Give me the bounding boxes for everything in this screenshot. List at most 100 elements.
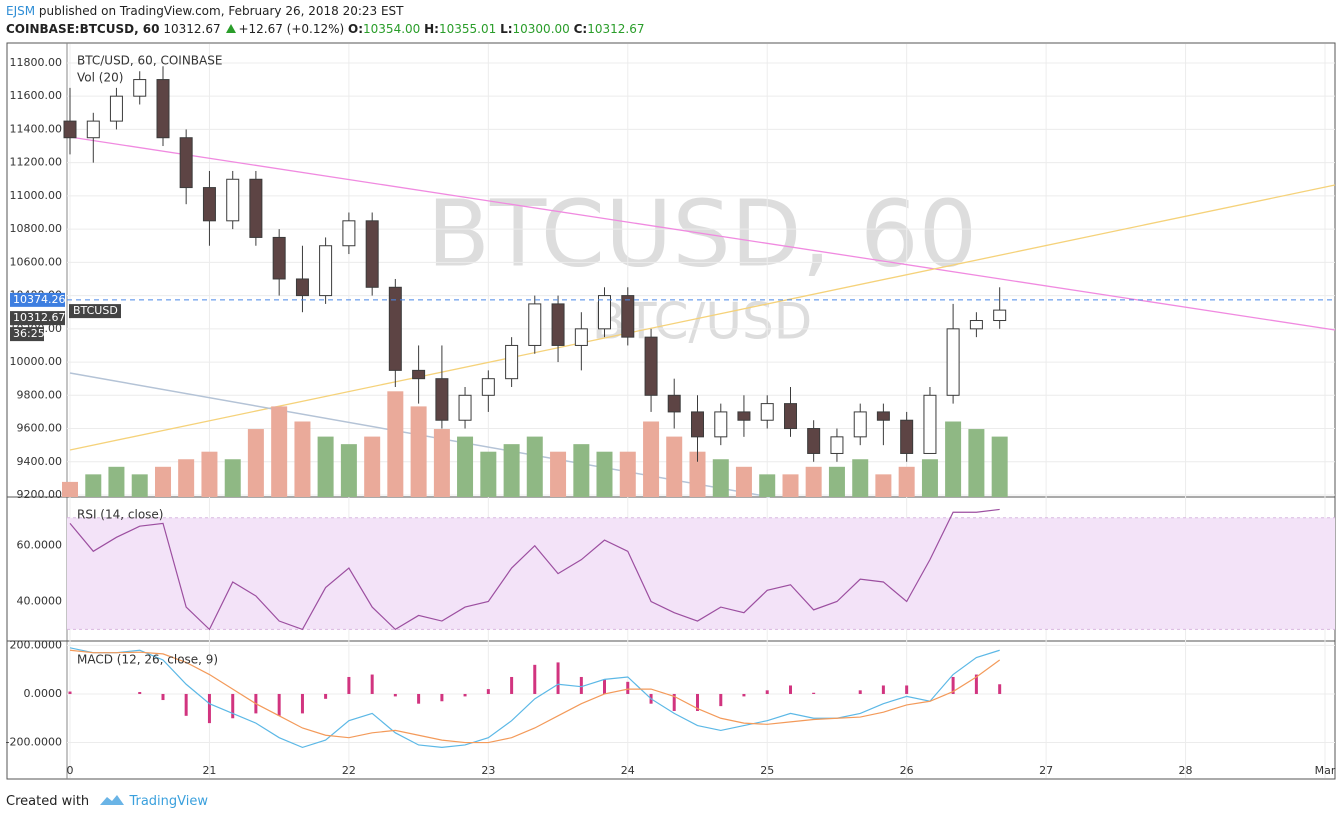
candle-body xyxy=(597,295,611,330)
h-label: H: xyxy=(424,22,439,36)
candle-body xyxy=(876,411,890,421)
o-label: O: xyxy=(348,22,364,36)
open: 10354.00 xyxy=(363,22,421,36)
volume-bar xyxy=(503,444,520,497)
volume-bar xyxy=(805,466,822,497)
candle-body xyxy=(133,79,147,97)
x-tick-label: 0 xyxy=(67,764,74,777)
volume-bar xyxy=(62,481,78,497)
candle-body xyxy=(993,309,1007,322)
footer: Created with TradingView xyxy=(6,791,208,809)
candle-body xyxy=(853,411,867,438)
candle-body xyxy=(156,79,170,139)
close: 10312.67 xyxy=(587,22,645,36)
countdown-text: 36:25 xyxy=(13,327,45,340)
x-tick-label: 28 xyxy=(1179,764,1193,777)
y-tick-label: 0.0000 xyxy=(24,687,63,700)
candle-body xyxy=(249,178,263,238)
volume-bar xyxy=(526,436,543,497)
candle-body xyxy=(505,344,519,380)
y-tick-label: 11000.00 xyxy=(10,189,63,202)
volume-bar xyxy=(108,466,125,497)
volume-bar xyxy=(410,406,427,497)
candle-body xyxy=(691,411,704,438)
price-tag xyxy=(10,311,65,326)
volume-bar xyxy=(712,459,729,497)
candle-body xyxy=(63,120,77,139)
volume-bar xyxy=(271,406,288,497)
created-with: Created with xyxy=(6,794,90,809)
candle-body xyxy=(923,394,937,454)
candle-body xyxy=(528,303,542,346)
volume-bar xyxy=(619,451,636,497)
volume-bar xyxy=(457,436,474,497)
volume-bar xyxy=(643,421,660,497)
volume-bar xyxy=(573,444,590,497)
candle-body xyxy=(969,320,983,330)
volume-bar xyxy=(201,451,218,497)
publish-line: EJSM published on TradingView.com, Febru… xyxy=(6,4,404,18)
y-tick-label: 11200.00 xyxy=(10,156,63,169)
x-tick-label: 25 xyxy=(760,764,774,777)
y-tick-label: 11600.00 xyxy=(10,89,63,102)
candle-body xyxy=(342,220,356,247)
candle-body xyxy=(481,378,495,396)
rsi-line xyxy=(69,508,1000,631)
volume-bar xyxy=(85,474,102,497)
volume-bar xyxy=(178,459,195,497)
y-tick-label: 9800.00 xyxy=(17,388,63,401)
volume-bar xyxy=(317,436,334,497)
y-tick-label: 11800.00 xyxy=(10,56,63,69)
countdown-tag xyxy=(10,327,44,342)
watermark: BTCUSD, 60 BTC/USD xyxy=(427,180,977,350)
volume-bar xyxy=(155,466,172,497)
volume-bar xyxy=(480,451,497,497)
author[interactable]: EJSM xyxy=(6,4,36,18)
y-tick-label: -200.0000 xyxy=(6,736,62,749)
y-tick-label: 10800.00 xyxy=(10,222,63,235)
volume-bar xyxy=(898,466,915,497)
brand[interactable]: TradingView xyxy=(129,794,208,809)
candle-body xyxy=(319,245,333,297)
volume-bar xyxy=(875,474,892,497)
macd-line xyxy=(69,649,1001,744)
x-tick-label: Mar xyxy=(1315,764,1336,777)
c-label: C: xyxy=(573,22,588,36)
candle-body xyxy=(784,403,798,430)
candle-body xyxy=(644,336,658,396)
trend-line xyxy=(69,184,1336,451)
x-tick-label: 23 xyxy=(481,764,495,777)
volume-bar xyxy=(735,466,752,497)
candle-body xyxy=(900,419,914,454)
volume-bar xyxy=(689,451,706,497)
candle-body xyxy=(760,403,774,421)
candle-body xyxy=(807,428,821,454)
chart: BTCUSD, 60 BTC/USD 0 21 22 23 24 25 26 27 28 Mar 9… xyxy=(6,42,1336,780)
volume-bar xyxy=(945,421,962,497)
volume-bar xyxy=(340,444,357,497)
low: 10300.00 xyxy=(512,22,570,36)
volume-bar xyxy=(131,474,148,497)
volume-title: Vol (20) xyxy=(77,71,123,85)
macd-line xyxy=(69,647,1000,749)
candle-body xyxy=(574,328,588,346)
candle-body xyxy=(714,411,728,438)
candle-body xyxy=(458,394,472,421)
volume-bar xyxy=(224,459,241,497)
y-tick-label: 9600.00 xyxy=(17,422,63,435)
volume-bar xyxy=(433,429,450,497)
candle-body xyxy=(551,303,565,346)
candle-body xyxy=(295,278,309,297)
y-tick-label: 60.0000 xyxy=(17,539,63,552)
volume-bar xyxy=(387,391,404,497)
quote-line: COINBASE:BTCUSD, 60 10312.67 +12.67 (+0.… xyxy=(6,22,644,36)
rsi-band xyxy=(67,517,1335,630)
symbol-tag-text: BTCUSD xyxy=(73,304,118,317)
y-tick-label: 200.0000 xyxy=(10,638,63,651)
y-tick-label: 40.0000 xyxy=(17,595,63,608)
last: 10312.67 xyxy=(163,22,221,36)
x-tick-label: 27 xyxy=(1039,764,1053,777)
volume-bar xyxy=(294,421,311,497)
volume-bar xyxy=(921,459,938,497)
